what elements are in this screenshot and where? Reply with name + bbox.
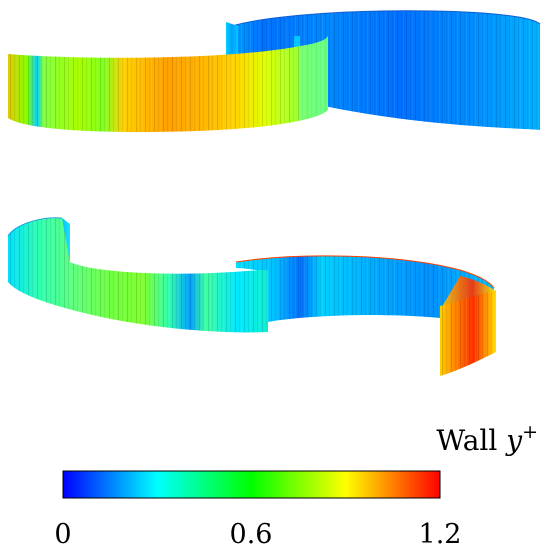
colorbar-tick-1: 0.6	[230, 519, 273, 550]
bottom-rotor-blades	[7, 217, 496, 376]
top-rotor-blades	[8, 10, 541, 132]
colorbar-title-var: y	[504, 424, 523, 457]
colorbar-ramp	[62, 470, 441, 499]
top-left-blade	[8, 36, 328, 132]
colorbar: Wall y+ 0 0.6 1.2	[54, 421, 538, 550]
bottom-right-blade	[235, 255, 496, 376]
colorbar-title: Wall y+	[436, 421, 538, 457]
colorbar-tick-0: 0	[54, 519, 71, 550]
colorbar-title-sup: +	[522, 421, 538, 443]
bottom-left-blade	[7, 217, 268, 333]
colorbar-tick-2: 1.2	[419, 519, 462, 550]
colorbar-title-text: Wall	[436, 424, 506, 457]
